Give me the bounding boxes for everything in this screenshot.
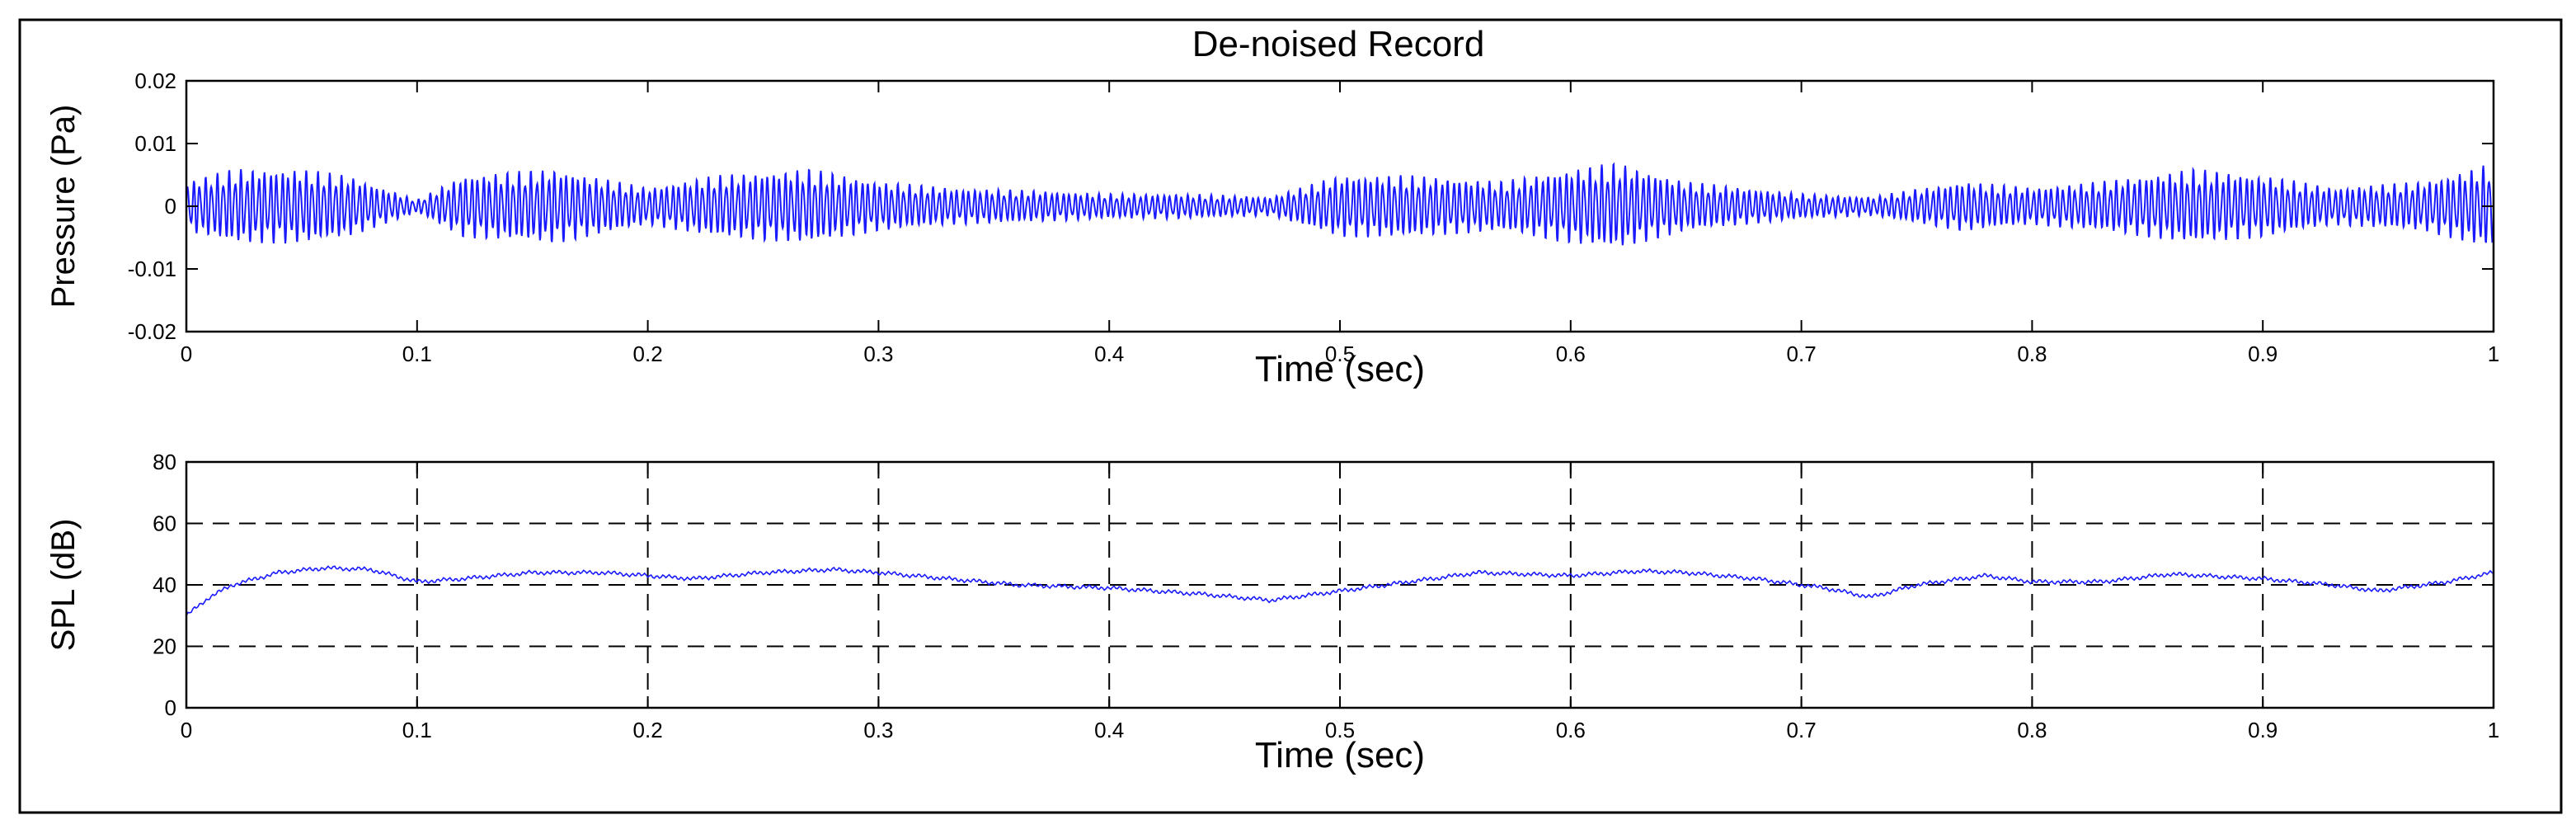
pressure-series-line xyxy=(186,162,2494,246)
x-tick-label: 0.6 xyxy=(1556,342,1586,366)
x-tick-label: 0.8 xyxy=(2017,342,2047,366)
y-axis-label: SPL (dB) xyxy=(45,519,82,652)
y-tick-label: 0 xyxy=(165,695,176,720)
x-tick-label: 0.2 xyxy=(633,718,663,742)
y-tick-label: 20 xyxy=(153,634,176,659)
x-tick-label: 0.7 xyxy=(1787,718,1817,742)
x-tick-label: 0.1 xyxy=(402,718,432,742)
y-tick-label: 40 xyxy=(153,572,176,597)
x-tick-label: 0.1 xyxy=(402,342,432,366)
y-tick-label: 0.01 xyxy=(134,131,176,156)
x-tick-label: 0.4 xyxy=(1094,342,1124,366)
y-axis-label: Pressure (Pa) xyxy=(45,105,82,309)
x-tick-label: 0.4 xyxy=(1094,718,1124,742)
x-tick-label: 0 xyxy=(181,342,192,366)
figure-border xyxy=(18,18,2563,814)
x-tick-label: 0.9 xyxy=(2248,342,2278,366)
x-tick-label: 0.2 xyxy=(633,342,663,366)
y-tick-label: 0.02 xyxy=(134,68,176,93)
x-tick-label: 0.3 xyxy=(863,718,893,742)
x-tick-label: 0.5 xyxy=(1325,718,1355,742)
x-tick-label: 0.7 xyxy=(1787,342,1817,366)
y-tick-label: 80 xyxy=(153,450,176,474)
x-tick-label: 0.8 xyxy=(2017,718,2047,742)
x-tick-label: 0.3 xyxy=(863,342,893,366)
x-tick-label: 0.6 xyxy=(1556,718,1586,742)
x-axis-label: Time (sec) xyxy=(1255,349,1425,389)
x-tick-label: 0 xyxy=(181,718,192,742)
x-tick-label: 1 xyxy=(2488,718,2499,742)
x-tick-label: 1 xyxy=(2488,342,2499,366)
figure-title: De-noised Record xyxy=(1192,24,1485,64)
x-tick-label: 0.9 xyxy=(2248,718,2278,742)
y-tick-label: -0.01 xyxy=(128,257,176,281)
y-tick-label: 60 xyxy=(153,511,176,536)
spl-series-line xyxy=(186,565,2494,616)
spl-plot: 0 0.1 0.2 0.3 0.4 0.5 0.6 0.7 0.8 0.9 1 0 20 40 60 80 Ti… xyxy=(45,450,2499,775)
y-tick-label: 0 xyxy=(165,194,176,219)
pressure-plot: 0 0.1 0.2 0.3 0.4 0.5 0.6 0.7 0.8 0.9 1 -0.02 -0.01 0… xyxy=(45,68,2499,389)
x-axis-label: Time (sec) xyxy=(1255,735,1425,775)
y-tick-label: -0.02 xyxy=(128,319,176,344)
x-tick-label: 0.5 xyxy=(1325,342,1355,366)
